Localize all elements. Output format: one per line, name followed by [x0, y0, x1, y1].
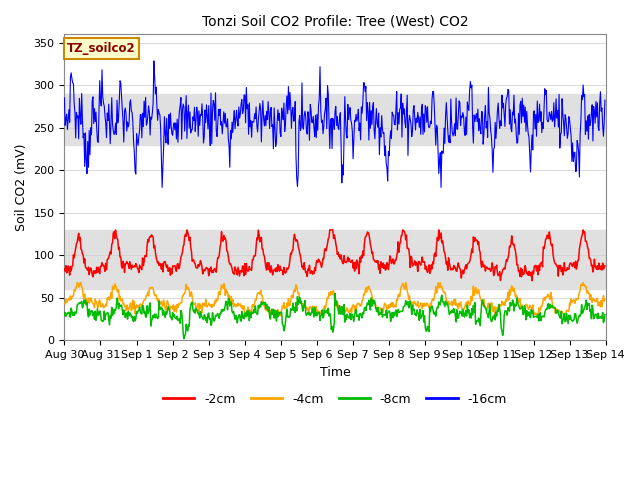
Bar: [65, 94, 605, 145]
X-axis label: Time: Time: [319, 366, 351, 379]
Legend: -2cm, -4cm, -8cm, -16cm: -2cm, -4cm, -8cm, -16cm: [158, 388, 512, 411]
Bar: [65, 230, 605, 289]
Y-axis label: Soil CO2 (mV): Soil CO2 (mV): [15, 144, 28, 231]
Title: Tonzi Soil CO2 Profile: Tree (West) CO2: Tonzi Soil CO2 Profile: Tree (West) CO2: [202, 15, 468, 29]
Text: TZ_soilco2: TZ_soilco2: [67, 42, 136, 55]
